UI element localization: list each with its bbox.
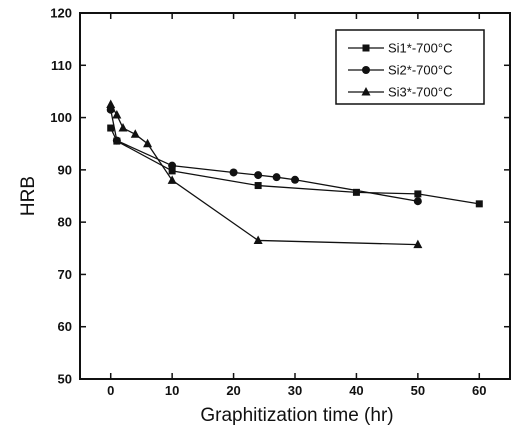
series-square <box>107 124 483 208</box>
x-tick-label: 30 <box>288 383 302 398</box>
y-tick-label: 60 <box>58 319 72 334</box>
data-point-triangle <box>130 129 140 138</box>
data-point-square <box>107 124 115 132</box>
data-point-circle <box>362 66 370 74</box>
x-tick-label: 20 <box>226 383 240 398</box>
data-point-triangle <box>413 239 423 249</box>
data-point-triangle <box>118 123 128 132</box>
y-tick-label: 50 <box>58 372 72 387</box>
legend-entry: Si1*-700°C <box>348 41 452 56</box>
legend-label: Si2*-700°C <box>388 63 452 78</box>
x-tick-label: 10 <box>165 383 179 398</box>
data-point-circle <box>413 197 422 206</box>
y-axis-title: HRB <box>18 176 39 216</box>
y-tick-label: 90 <box>58 162 72 177</box>
data-point-square <box>168 167 176 175</box>
data-point-square <box>254 182 262 190</box>
legend: Si1*-700°C Si2*-700°C Si3*-700°C <box>335 29 485 105</box>
legend-entry: Si3*-700°C <box>348 85 452 100</box>
x-axis: 0 10 20 30 40 50 60 <box>107 13 487 398</box>
data-point-circle <box>112 136 121 145</box>
y-tick-label: 120 <box>50 6 72 21</box>
series-layer <box>106 99 483 249</box>
y-tick-label: 110 <box>51 58 72 73</box>
series-line <box>110 104 418 246</box>
data-point-square <box>352 188 360 196</box>
legend-entry: Si2*-700°C <box>348 63 452 78</box>
data-point-square <box>414 190 422 198</box>
y-tick-label: 100 <box>50 110 72 125</box>
x-tick-label: 50 <box>411 383 425 398</box>
y-tick-label: 70 <box>58 267 72 282</box>
x-tick-label: 60 <box>472 383 486 398</box>
data-point-triangle <box>361 87 371 96</box>
y-tick-label: 80 <box>58 215 72 230</box>
y-axis: 50 60 70 80 90 100 110 120 <box>50 6 510 387</box>
series-line <box>110 109 418 202</box>
series-triangle <box>106 99 423 249</box>
legend-label: Si1*-700°C <box>388 41 452 56</box>
x-tick-label: 0 <box>107 383 114 398</box>
data-point-circle <box>168 161 177 170</box>
x-tick-label: 40 <box>349 383 363 398</box>
data-point-circle <box>272 173 281 182</box>
data-point-square <box>475 200 483 208</box>
data-point-triangle <box>106 99 116 108</box>
data-point-triangle <box>167 175 177 184</box>
data-point-circle <box>254 171 263 180</box>
data-point-triangle <box>253 235 263 244</box>
data-point-triangle <box>112 109 122 119</box>
series-line <box>110 127 480 205</box>
data-point-circle <box>291 175 299 184</box>
x-axis-title: Graphitization time (hr) <box>200 405 393 426</box>
data-point-square <box>362 44 370 52</box>
legend-label: Si3*-700°C <box>388 85 452 100</box>
data-point-circle <box>229 168 238 177</box>
series-circle <box>106 105 422 206</box>
data-point-triangle <box>143 138 153 148</box>
